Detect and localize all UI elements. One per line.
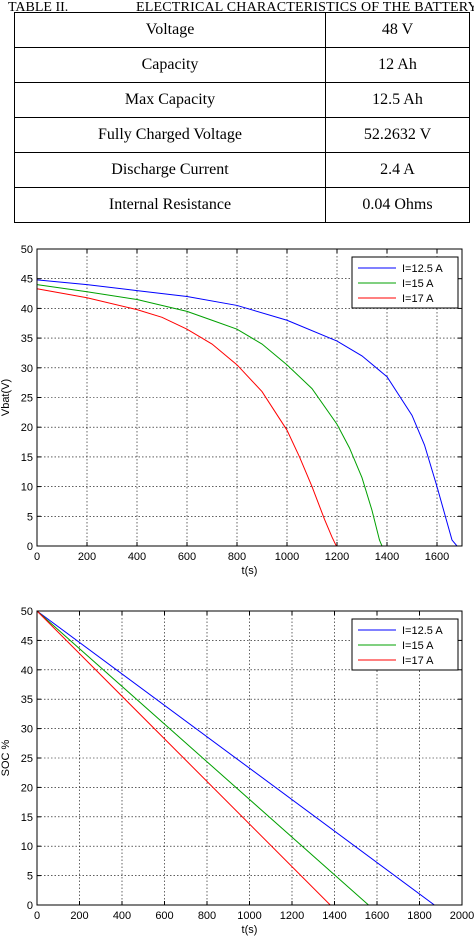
y-tick-label: 35 bbox=[21, 333, 33, 345]
y-tick-label: 30 bbox=[21, 363, 33, 375]
x-tick-label: 600 bbox=[178, 551, 196, 563]
table-row: Capacity 12 Ah bbox=[14, 47, 470, 83]
table-cell-parameter: Capacity bbox=[14, 47, 326, 83]
battery-characteristics-table: Voltage 48 V Capacity 12 Ah Max Capacity… bbox=[14, 12, 470, 223]
x-tick-label: 2000 bbox=[450, 910, 474, 922]
x-tick-label: 400 bbox=[113, 910, 131, 922]
legend-label: I=12.5 A bbox=[402, 625, 443, 637]
x-tick-label: 800 bbox=[228, 551, 246, 563]
x-tick-label: 1200 bbox=[280, 910, 304, 922]
y-tick-label: 50 bbox=[21, 606, 33, 618]
legend-label: I=15 A bbox=[402, 278, 434, 290]
table-row: Internal Resistance 0.04 Ohms bbox=[14, 187, 470, 223]
table-cell-value: 12.5 Ah bbox=[325, 82, 470, 118]
y-tick-label: 35 bbox=[21, 694, 33, 706]
y-axis-label: Vbat(V) bbox=[0, 379, 12, 416]
table-caption: TABLE II. ELECTRICAL CHARACTERISTICS OF … bbox=[8, 0, 474, 16]
table-cell-parameter: Fully Charged Voltage bbox=[14, 117, 326, 153]
y-tick-label: 0 bbox=[27, 900, 33, 912]
x-tick-label: 200 bbox=[70, 910, 88, 922]
x-tick-label: 800 bbox=[198, 910, 216, 922]
table-cell-value: 52.2632 V bbox=[325, 117, 470, 153]
table-cell-parameter: Voltage bbox=[14, 12, 326, 48]
x-tick-label: 1000 bbox=[237, 910, 261, 922]
x-axis-label: t(s) bbox=[242, 924, 258, 936]
legend-label: I=17 A bbox=[402, 655, 434, 667]
x-tick-label: 400 bbox=[128, 551, 146, 563]
y-tick-label: 45 bbox=[21, 635, 33, 647]
x-axis-label: t(s) bbox=[242, 565, 258, 577]
x-tick-label: 1600 bbox=[365, 910, 389, 922]
table-row: Voltage 48 V bbox=[14, 12, 470, 48]
y-tick-label: 5 bbox=[27, 871, 33, 883]
y-tick-label: 20 bbox=[21, 782, 33, 794]
y-tick-label: 30 bbox=[21, 724, 33, 736]
y-tick-label: 40 bbox=[21, 303, 33, 315]
series-line bbox=[36, 279, 462, 547]
legend: I=12.5 A I=15 A I=17 A bbox=[351, 618, 459, 671]
x-tick-label: 200 bbox=[78, 551, 96, 563]
y-tick-label: 50 bbox=[21, 244, 33, 256]
table-row: Discharge Current 2.4 A bbox=[14, 152, 470, 188]
table-row: Max Capacity 12.5 Ah bbox=[14, 82, 470, 118]
y-tick-label: 40 bbox=[21, 665, 33, 677]
table-cell-parameter: Internal Resistance bbox=[14, 187, 326, 223]
table-caption-number: TABLE II. bbox=[8, 0, 69, 15]
legend-label: I=15 A bbox=[402, 640, 434, 652]
x-tick-label: 1800 bbox=[407, 910, 431, 922]
y-tick-label: 15 bbox=[21, 812, 33, 824]
table-cell-parameter: Discharge Current bbox=[14, 152, 326, 188]
legend: I=12.5 A I=15 A I=17 A bbox=[351, 256, 459, 309]
y-tick-label: 10 bbox=[21, 841, 33, 853]
y-tick-label: 5 bbox=[27, 511, 33, 523]
soc-chart: 0 200 400 600 800 1000 1200 1400 1600 1800 2000 0 5 1… bbox=[0, 606, 474, 936]
series-line bbox=[36, 288, 462, 547]
legend-label: I=17 A bbox=[402, 293, 434, 305]
series-line bbox=[36, 284, 462, 547]
table-cell-value: 12 Ah bbox=[325, 47, 470, 83]
x-tick-label: 1400 bbox=[375, 551, 399, 563]
y-tick-label: 25 bbox=[21, 393, 33, 405]
y-tick-label: 10 bbox=[21, 482, 33, 494]
x-tick-label: 1200 bbox=[325, 551, 349, 563]
y-tick-label: 25 bbox=[21, 753, 33, 765]
table-caption-title: ELECTRICAL CHARACTERISTICS OF THE BATTER… bbox=[136, 0, 474, 15]
table-cell-value: 0.04 Ohms bbox=[325, 187, 470, 223]
x-tick-label: 1000 bbox=[275, 551, 299, 563]
x-tick-label: 0 bbox=[34, 551, 40, 563]
y-tick-label: 15 bbox=[21, 452, 33, 464]
x-tick-label: 1600 bbox=[425, 551, 449, 563]
table-cell-value: 2.4 A bbox=[325, 152, 470, 188]
table-row: Fully Charged Voltage 52.2632 V bbox=[14, 117, 470, 153]
y-tick-label: 20 bbox=[21, 422, 33, 434]
x-tick-label: 1400 bbox=[322, 910, 346, 922]
voltage-chart: 0 200 400 600 800 1000 1200 1400 1600 0 5 10 15 20 25 3… bbox=[0, 244, 463, 577]
y-tick-label: 0 bbox=[27, 541, 33, 553]
y-axis-label: SOC % bbox=[0, 739, 12, 776]
x-tick-label: 600 bbox=[155, 910, 173, 922]
x-tick-label: 0 bbox=[34, 910, 40, 922]
legend-label: I=12.5 A bbox=[402, 263, 443, 275]
table-cell-value: 48 V bbox=[325, 12, 470, 48]
table-cell-parameter: Max Capacity bbox=[14, 82, 326, 118]
y-tick-label: 45 bbox=[21, 274, 33, 286]
